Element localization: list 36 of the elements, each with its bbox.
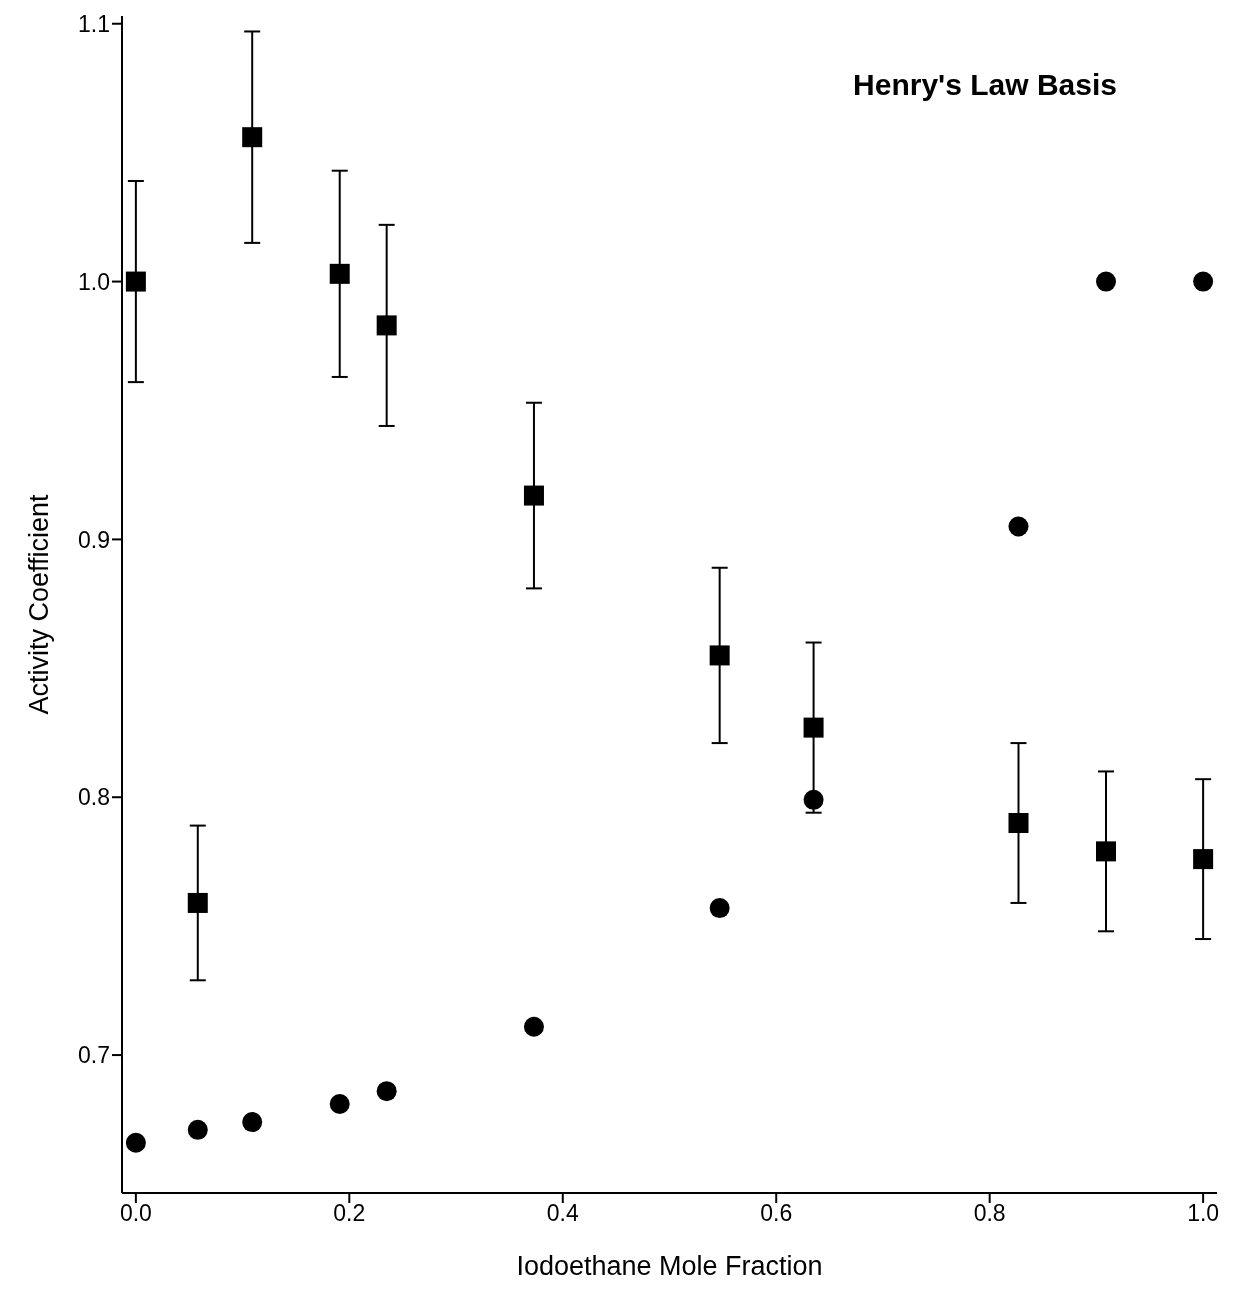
x-tick-label: 1.0 xyxy=(1187,1200,1220,1227)
point xyxy=(523,1016,544,1037)
y-tick-label: 0.7 xyxy=(78,1042,110,1069)
point xyxy=(187,892,208,913)
point xyxy=(125,1132,146,1153)
point xyxy=(803,789,824,810)
x-tick-label: 0.2 xyxy=(333,1200,366,1227)
point xyxy=(242,1112,263,1133)
x-tick-label: 0.8 xyxy=(973,1200,1006,1227)
text: Henry's Law Basis xyxy=(853,68,1117,102)
point xyxy=(1193,271,1214,292)
point xyxy=(1193,849,1214,870)
y-tick-label: 1.1 xyxy=(78,10,110,37)
point xyxy=(329,263,350,284)
point xyxy=(709,898,730,919)
y-tick-label: 1.0 xyxy=(78,268,110,295)
point xyxy=(187,1119,208,1140)
point xyxy=(1096,841,1117,862)
point xyxy=(1096,271,1117,292)
point xyxy=(803,717,824,738)
point xyxy=(242,127,263,148)
point xyxy=(376,315,397,336)
point xyxy=(709,645,730,666)
x-tick-label: 0.6 xyxy=(760,1200,793,1227)
y-tick-label: 0.8 xyxy=(78,784,110,811)
x-axis-title: Iodoethane Mole Fraction xyxy=(516,1251,823,1281)
point xyxy=(125,271,146,292)
x-tick-label: 0.0 xyxy=(119,1200,152,1227)
point xyxy=(1008,516,1029,537)
x-tick-label: 0.4 xyxy=(546,1200,579,1227)
point xyxy=(523,485,544,506)
y-tick-label: 0.9 xyxy=(78,526,110,553)
point xyxy=(329,1094,350,1115)
y-axis-title: Activity Coefficient xyxy=(23,493,54,715)
point xyxy=(1008,813,1029,834)
point xyxy=(376,1081,397,1102)
